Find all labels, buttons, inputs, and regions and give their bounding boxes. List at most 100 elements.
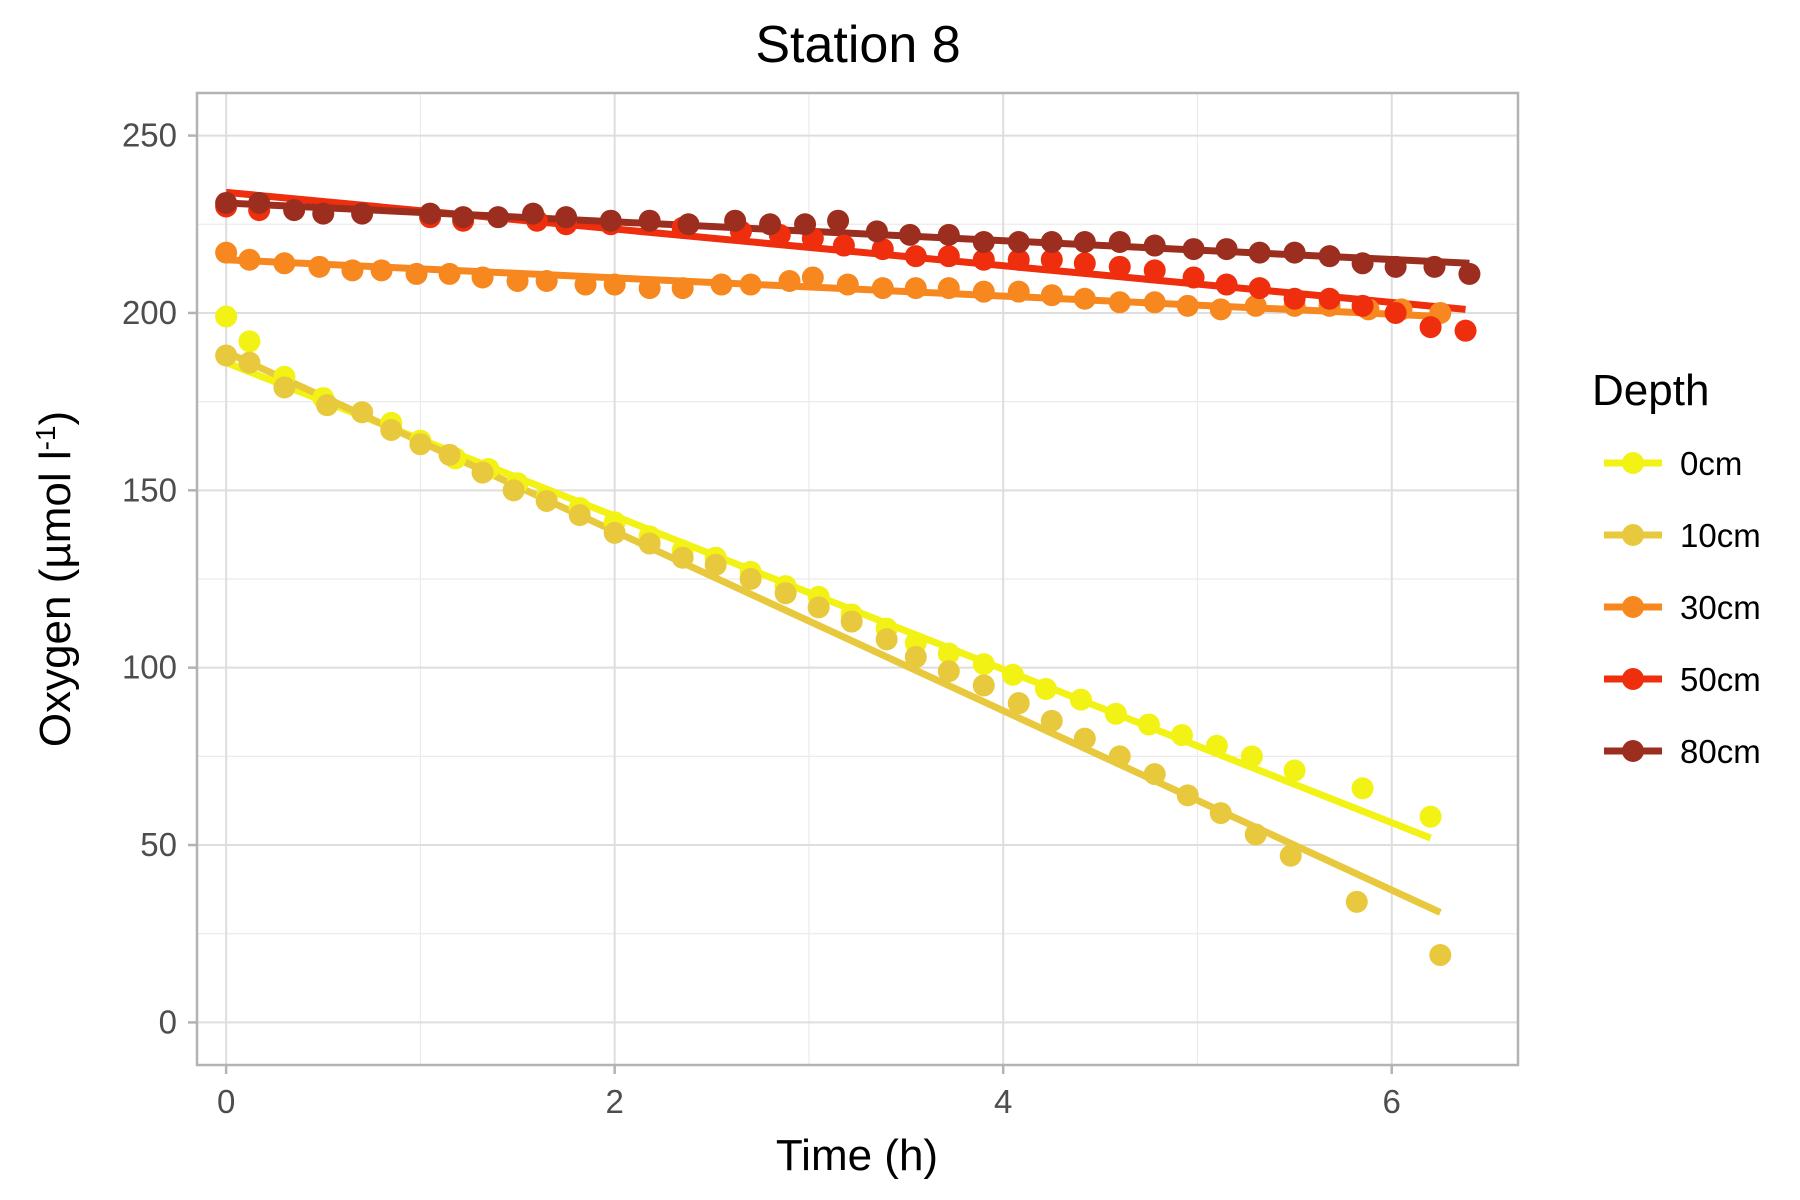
data-point [535,489,558,512]
data-point [671,546,694,569]
data-point [574,273,597,296]
data-point [904,245,927,268]
data-point [1034,677,1057,700]
data-point [215,241,238,264]
data-point [1176,294,1199,317]
legend-label: 50cm [1680,661,1761,698]
data-point [1283,241,1306,264]
data-point [836,273,859,296]
data-point [1040,284,1063,307]
data-point [1429,944,1452,967]
data-point [1248,277,1271,300]
data-point [1209,802,1232,825]
data-point [273,376,296,399]
data-point [1108,745,1131,768]
data-point [1182,266,1205,289]
data-point [1283,287,1306,310]
y-axis-title-sup: -1 [30,425,61,450]
data-point [1073,230,1096,253]
axis-ticks: 0 2 4 6 0 50 100 150 200 250 [122,117,1401,1120]
data-point [1248,241,1271,264]
legend-key-point [1622,740,1644,762]
data-point [215,344,238,367]
data-point [1104,702,1127,725]
data-point [438,443,461,466]
data-point [1209,298,1232,321]
data-point [677,213,700,236]
data-point [1143,234,1166,257]
plot-border [195,91,1520,1067]
data-point [1318,245,1341,268]
data-point [832,234,855,257]
legend: Depth 0cm 10cm 30cm 50cm 80cm [1592,366,1761,770]
y-axis-title-main: Oxygen (µmol l [31,450,80,747]
data-point [638,277,661,300]
data-point [1040,230,1063,253]
fit-line-30cm [225,256,1441,320]
data-point [1454,319,1477,342]
legend-label: 0cm [1680,445,1742,482]
data-point [1108,291,1131,314]
data-point [1351,294,1374,317]
data-point [972,674,995,697]
data-point [419,202,442,225]
data-point [351,401,374,424]
data-point [1182,238,1205,261]
data-point [1073,252,1096,275]
series-points-10cm [215,344,1452,967]
data-point [215,305,238,328]
x-tick-label: 2 [605,1083,623,1120]
legend-item-30cm: 30cm [1604,589,1761,626]
data-point [972,653,995,676]
y-axis-title-close: ) [31,411,80,426]
data-point [1143,291,1166,314]
data-point [1345,890,1368,913]
legend-item-0cm: 0cm [1604,445,1742,482]
data-point [238,330,261,353]
legend-label: 30cm [1680,589,1761,626]
data-point [904,646,927,669]
data-point [405,262,428,285]
legend-label: 80cm [1680,733,1761,770]
data-point [308,255,331,278]
data-point [904,277,927,300]
data-point [739,568,762,590]
legend-item-10cm: 10cm [1604,517,1761,554]
series-points-80cm [215,191,1481,285]
legend-item-80cm: 80cm [1604,733,1761,770]
data-point [801,266,824,289]
data-point [471,266,494,289]
series-points-30cm [215,241,1452,324]
data-point [316,394,339,417]
data-point [1205,734,1228,757]
data-point [248,191,271,214]
data-point [1176,784,1199,807]
data-point [506,270,529,293]
data-point [1384,301,1407,324]
data-point [937,660,960,683]
data-point [409,433,432,456]
data-point [1419,805,1442,828]
data-point [1215,273,1238,296]
data-point [1318,287,1341,310]
data-point [972,280,995,303]
data-point [794,213,817,236]
legend-title: Depth [1592,366,1709,415]
x-tick-label: 4 [994,1083,1012,1120]
data-point [273,252,296,275]
data-point [522,202,545,225]
data-point [283,199,306,222]
data-point [1143,259,1166,282]
data-point [1423,255,1446,278]
x-tick-label: 0 [217,1083,235,1120]
legend-key-point [1622,524,1644,546]
data-point [774,582,797,605]
data-point [1073,727,1096,750]
data-point [1069,688,1092,711]
data-points [215,191,1481,967]
data-point [1170,724,1193,747]
data-point [487,206,510,229]
data-point [1351,252,1374,275]
data-point [1143,763,1166,786]
data-point [1244,294,1267,317]
